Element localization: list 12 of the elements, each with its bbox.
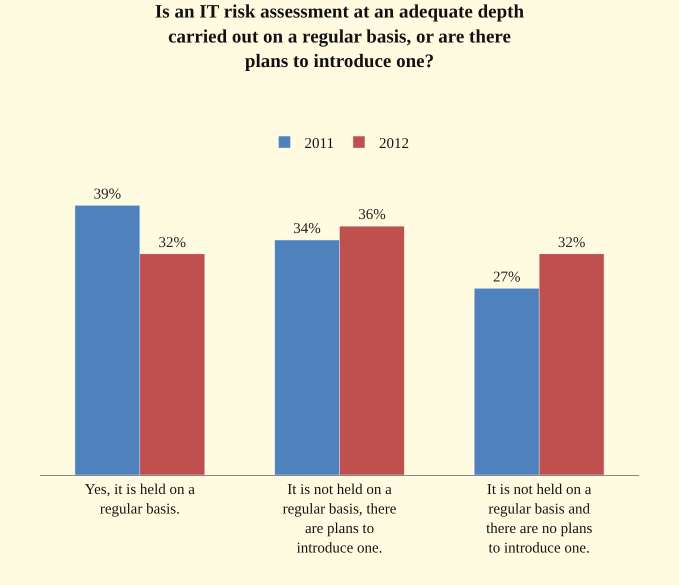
chart-title: Is an IT risk assessment at an adequate depth carried out on a regular basis, or are there plans to introduce one? — [154, 2, 525, 72]
legend-label: 2012 — [378, 136, 409, 152]
x-tick-label: It is not held on a regular basis and there are no plans to introduce one. — [486, 482, 592, 556]
x-tick-label: Yes, it is held on a regular basis. — [84, 482, 196, 518]
data-label: 32% — [558, 234, 586, 251]
x-tick-label: It is not held on a regular basis, there are plans to introduce one. — [282, 482, 397, 556]
legend-label: 2011 — [304, 136, 334, 152]
data-label: 39% — [94, 186, 122, 202]
data-label: 32% — [158, 234, 186, 251]
data-label: 27% — [492, 269, 520, 286]
data-label: 36% — [358, 207, 386, 224]
data-label: 34% — [293, 220, 321, 237]
